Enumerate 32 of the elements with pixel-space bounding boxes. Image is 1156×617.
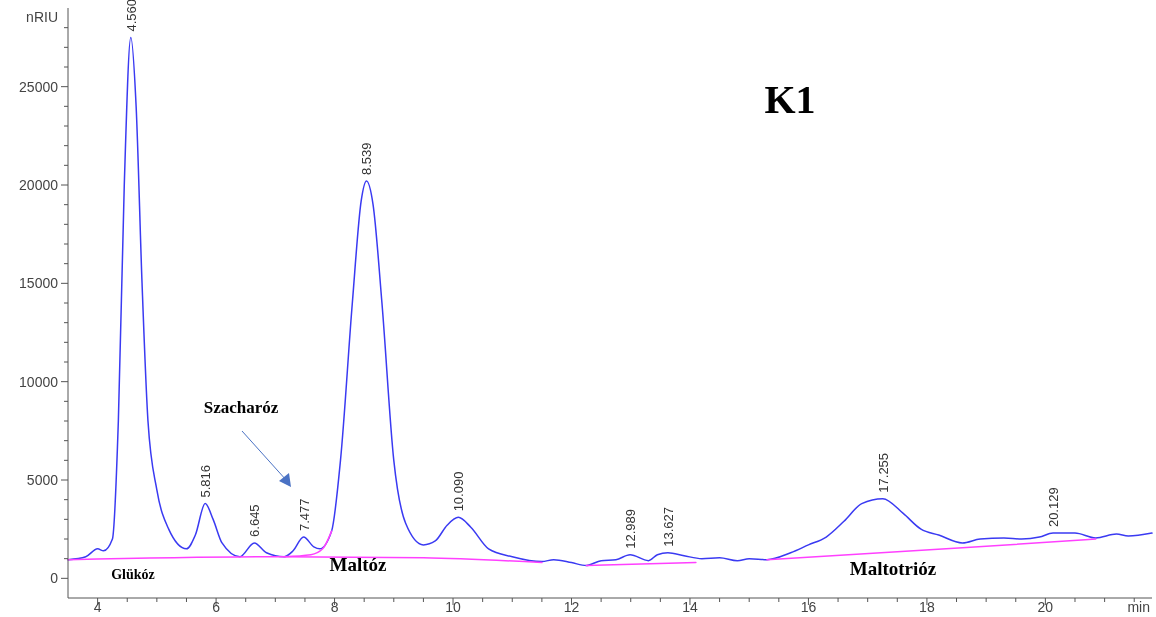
annotation: Maltotrióz (849, 558, 937, 579)
annotation: 20.129 (1046, 487, 1062, 528)
annotation: Szacharóz (203, 398, 279, 417)
annotation: 4.560 (123, 0, 139, 32)
x-tick-label: 18 (919, 599, 935, 615)
annotation: 13.627 (660, 507, 676, 547)
y-tick-label: 15000 (19, 275, 59, 292)
x-tick-label: 4 (93, 599, 102, 615)
x-axis-title: min (1127, 599, 1150, 615)
x-tick-label: 16 (800, 599, 817, 615)
y-axis-title: nRIU (26, 9, 58, 25)
annotation: 8.539 (359, 142, 375, 176)
annotation: 17.255 (875, 452, 891, 493)
text: K1 (764, 77, 816, 122)
y-tick-label: 20000 (19, 176, 59, 193)
x-tick-label: 20 (1037, 599, 1054, 615)
annotation: 6.645 (247, 504, 263, 537)
annotation: 5.816 (198, 465, 214, 498)
x-tick-label: 14 (682, 599, 698, 615)
annotation: Glükóz (111, 567, 155, 582)
annotation: 7.477 (296, 498, 312, 532)
annotation: 10.090 (451, 471, 467, 512)
x-tick-label: 6 (212, 599, 221, 615)
x-tick-label: 8 (330, 599, 339, 615)
x-tick-label: 12 (563, 599, 580, 615)
y-tick-label: 25000 (19, 78, 59, 95)
x-tick-label: 10 (445, 599, 462, 615)
y-tick-label: 5000 (26, 471, 59, 488)
annotation: Maltóz (329, 554, 388, 575)
y-tick-label: 10000 (19, 373, 59, 390)
y-tick-label: 0 (50, 570, 59, 587)
annotation: 12.989 (623, 508, 639, 549)
